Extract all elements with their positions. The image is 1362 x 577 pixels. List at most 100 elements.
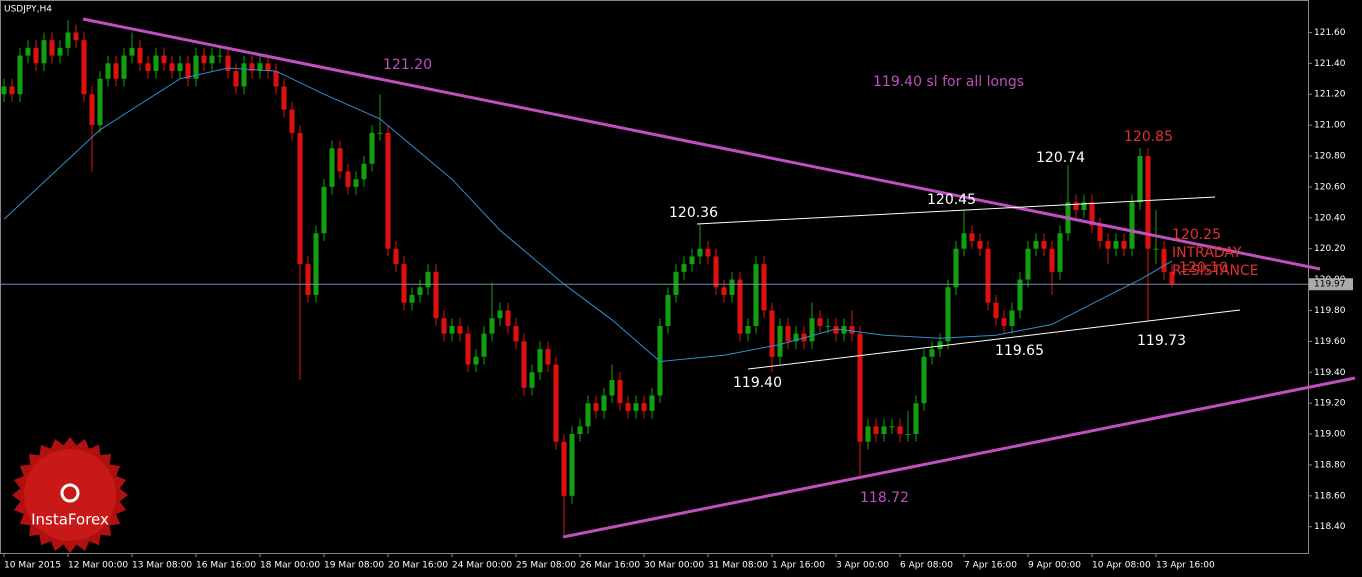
candle-body [1137, 156, 1143, 203]
candle-body [945, 287, 951, 342]
y-tick-label: 120.80 [1314, 152, 1346, 162]
candles [1, 20, 1175, 535]
annotation: 121.20 [383, 57, 432, 73]
candle-body [745, 325, 751, 334]
candle-body [1025, 248, 1031, 280]
candle-body [753, 264, 759, 326]
x-tick-label: 16 Mar 16:00 [196, 561, 256, 571]
candle-body [761, 264, 767, 311]
x-tick-label: 25 Mar 08:00 [516, 561, 576, 571]
candle-body [889, 426, 895, 428]
x-tick-label: 19 Mar 08:00 [324, 561, 384, 571]
candle-body [937, 341, 943, 350]
candle-body [249, 63, 255, 72]
candle-body [1121, 240, 1127, 249]
candle-body [1033, 240, 1039, 249]
candle-body [25, 47, 31, 56]
annotation: 120.10 [1179, 260, 1228, 276]
candle-body [457, 325, 463, 334]
candle-body [969, 233, 975, 241]
candle-body [1017, 279, 1023, 311]
candle-body [313, 233, 319, 296]
candle-body [449, 325, 455, 334]
candle-body [673, 271, 679, 296]
y-tick-label: 121.20 [1314, 90, 1346, 100]
candle-body [81, 40, 87, 95]
candle-body [393, 248, 399, 265]
candle-body [169, 63, 175, 72]
candle-body [1009, 310, 1015, 326]
x-tick-label: 9 Apr 00:00 [1028, 561, 1081, 571]
candle-body [545, 349, 551, 365]
candle-body [641, 403, 647, 411]
candle-body [57, 47, 63, 56]
y-tick-label: 118.40 [1314, 522, 1346, 532]
candle-body [145, 63, 151, 72]
candle-body [1001, 318, 1007, 326]
candle-body [577, 426, 583, 435]
candle-body [657, 325, 663, 396]
y-tick-label: 119.40 [1314, 368, 1346, 378]
candle-body [593, 403, 599, 411]
candle-body [713, 256, 719, 288]
candle-body [353, 179, 359, 187]
candle-body [1041, 240, 1047, 249]
candle-body [1057, 233, 1063, 272]
candle-body [1145, 156, 1151, 249]
candle-body [793, 333, 799, 342]
x-tick-label: 13 Apr 16:00 [1156, 561, 1215, 571]
annotation: 119.40 sl for all longs [873, 74, 1024, 90]
y-tick-label: 120.40 [1314, 213, 1346, 223]
candle-body [1089, 202, 1095, 226]
candle-body [585, 403, 591, 427]
candle-body [881, 426, 887, 435]
candle-body [833, 325, 839, 334]
annotation: 120.45 [927, 192, 976, 208]
candle-body [1113, 240, 1119, 249]
candle-body [865, 426, 871, 442]
candle-body [953, 248, 959, 288]
candle-body [129, 47, 135, 56]
candle-body [257, 63, 263, 72]
candle-body [993, 302, 999, 319]
y-tick-label: 121.00 [1314, 121, 1346, 131]
candle-body [329, 148, 335, 187]
candle-body [609, 379, 615, 396]
logo-text: InstaForex [31, 511, 109, 529]
candle-body [897, 426, 903, 435]
trendline [562, 376, 1356, 539]
annotation: 120.74 [1036, 150, 1085, 166]
candle-body [321, 186, 327, 234]
candle-body [433, 271, 439, 319]
candle-body [569, 434, 575, 496]
annotation: 119.73 [1137, 333, 1186, 349]
candle-body [409, 295, 415, 303]
candle-body [105, 63, 111, 79]
candle-body [297, 132, 303, 265]
candle-body [417, 287, 423, 296]
candle-body [825, 325, 831, 327]
y-tick-label: 119.80 [1314, 306, 1346, 316]
annotation: 119.40 [733, 375, 782, 391]
trendline [82, 17, 1321, 271]
candle-body [33, 47, 39, 64]
x-tick-label: 30 Mar 00:00 [644, 561, 704, 571]
logo: InstaForex [12, 437, 128, 553]
candle-body [737, 279, 743, 334]
candle-body [929, 349, 935, 357]
candle-body [65, 32, 71, 48]
candle-body [289, 109, 295, 133]
candle-body [233, 71, 239, 87]
candle-body [857, 333, 863, 442]
annotation: 119.65 [995, 343, 1044, 359]
candle-body [385, 132, 391, 249]
moving-average [3, 67, 1173, 363]
candle-body [497, 310, 503, 319]
y-tick-label: 119.00 [1314, 430, 1346, 440]
y-tick-label: 119.60 [1314, 337, 1346, 347]
candle-body [265, 63, 271, 72]
candle-body [529, 372, 535, 388]
candle-body [561, 441, 567, 496]
candle-body [1153, 248, 1159, 250]
